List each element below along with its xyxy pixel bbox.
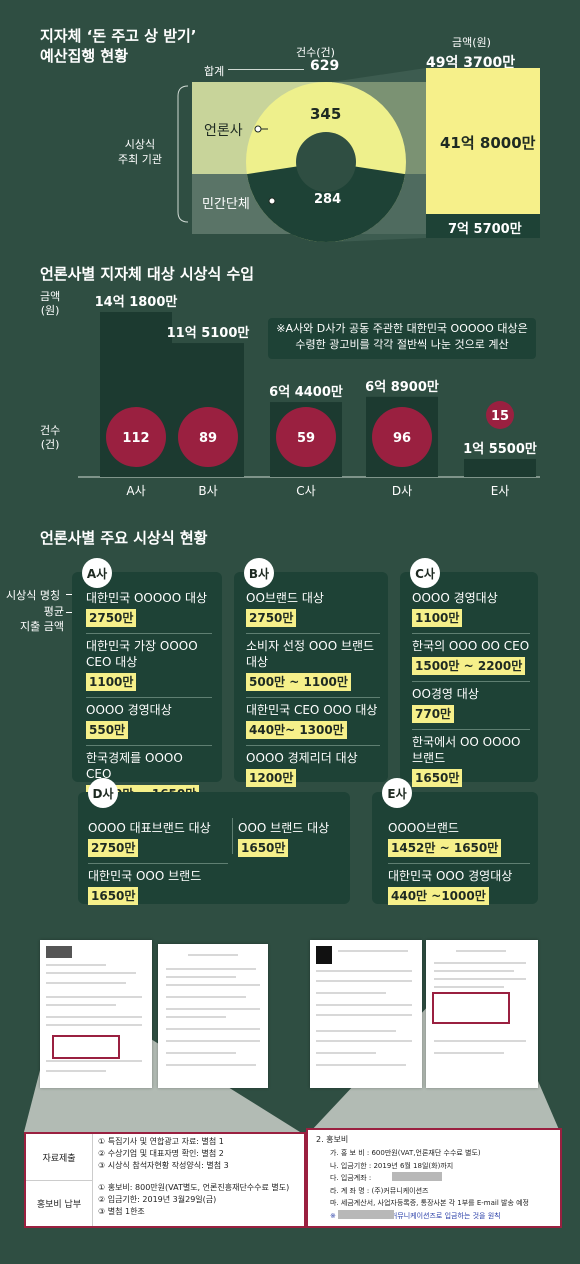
list-item: OOOO브랜드 1452만 ~ 1650만 <box>388 816 530 864</box>
list-item: 대한민국 OOO 브랜드 1650만 <box>88 869 202 905</box>
legend-name: 시상식 명칭 <box>6 589 61 602</box>
list-item: 대한민국 가장 OOOO CEO 대상 1100만 <box>86 634 212 698</box>
badge-c: C사 <box>410 558 440 588</box>
private-amount-box <box>426 214 540 238</box>
doc-page-2 <box>158 944 268 1088</box>
count-axis-label: 건수 (건) <box>40 424 61 451</box>
category-label: B사 <box>198 484 217 498</box>
card-c-items: OOOO 경영대상 1100만 한국의 OOO OO CEO 1500만 ~ 220… <box>400 572 538 793</box>
doc-row1-label: 자료제출 <box>26 1134 93 1181</box>
bar-value-label: 14억 1800만 <box>95 294 178 310</box>
private-marker <box>268 197 276 205</box>
bar-value-label: 6억 8900만 <box>365 379 439 395</box>
card-d: D사 OOOO 대표브랜드 대상 2750만 대한민국 OOO 브랜드 1650만 … <box>78 778 350 905</box>
list-item: 대한민국 OOO 경영대상 440만 ~1000만 <box>388 869 513 905</box>
donut-chart <box>177 68 540 242</box>
category-label: D사 <box>392 484 412 498</box>
category-label: A사 <box>126 484 145 498</box>
list-item: OOOO 대표브랜드 대상 2750만 <box>88 816 228 864</box>
list-item: 대한민국 OOOOO 대상 2750만 <box>86 586 212 634</box>
press-amount-box <box>426 68 540 214</box>
doc-row2-label: 홍보비 납부 <box>26 1180 93 1226</box>
private-label: 민간단체 <box>202 197 250 212</box>
press-marker <box>254 125 262 133</box>
total-leader-line <box>228 69 304 70</box>
host-bracket <box>177 85 189 223</box>
card-a-items: 대한민국 OOOOO 대상 2750만 대한민국 가장 OOOO CEO 대상 11… <box>72 572 222 809</box>
card-d-col2: OOO 브랜드 대상 1650만 <box>238 816 346 863</box>
private-amount: 7억 5700만 <box>448 222 522 237</box>
doc-heading: 2. 홍보비 <box>316 1135 349 1144</box>
amount-header: 금액(원) <box>452 36 491 49</box>
count-label: 89 <box>199 431 217 446</box>
count-circle <box>486 401 514 429</box>
section1-title: 지자체 ‘돈 주고 상 받기’ 예산집행 현황 <box>40 27 197 65</box>
count-circle <box>276 407 336 467</box>
highlight-box <box>52 1035 120 1059</box>
category-label: C사 <box>296 484 315 498</box>
list-item: OO브랜드 대상 2750만 <box>246 586 380 634</box>
doc-page-3 <box>310 940 422 1088</box>
count-circle <box>372 407 432 467</box>
card-e: E사 OOOO브랜드 1452만 ~ 1650만 대한민국 OOO 경영대상 440… <box>372 778 538 905</box>
section2-title: 언론사별 지자체 대상 시상식 수입 <box>40 265 255 283</box>
list-item: 한국의 OOO OO CEO 1500만 ~ 2200만 <box>412 634 530 682</box>
redaction <box>392 1172 442 1181</box>
badge-b: B사 <box>244 558 274 588</box>
list-item: OO경영 대상 770만 <box>412 682 530 730</box>
bar-value-label: 1억 5500만 <box>463 441 537 457</box>
bar-value-label: 6억 4400만 <box>269 384 343 400</box>
category-label: E사 <box>491 484 510 498</box>
count-label: 112 <box>122 431 149 446</box>
doc-lines: 가. 홍 보 비 : 600만원(VAT,언론재단 수수료 별도) 나. 입금기… <box>330 1149 529 1220</box>
press-count: 345 <box>310 105 342 123</box>
list-item: 대한민국 CEO OOO 대상 440만~ 1300만 <box>246 698 380 746</box>
total-label: 합계 <box>204 65 225 78</box>
host-label: 시상식 주최 기관 <box>118 138 162 166</box>
total-amount: 49억 3700만 <box>426 55 516 71</box>
count-circle <box>178 407 238 467</box>
count-label: 96 <box>393 431 411 446</box>
doc-zoom-left: 자료제출 ① 특집기사 및 연합광고 자료: 별첨 1 ② 수상기업 및 대표자… <box>24 1132 306 1228</box>
doc-page-1 <box>40 940 152 1088</box>
bar <box>464 458 536 477</box>
count-label: 15 <box>491 409 509 424</box>
bar-value-label: 11억 5100만 <box>167 325 250 341</box>
list-item: OOOO 경영대상 1100만 <box>412 586 530 634</box>
list-item: 한국에서 OO OOOO 브랜드 1650만 <box>412 735 521 787</box>
section3-title: 언론사별 주요 시상식 현황 <box>40 529 208 547</box>
note-box: ※A사와 D사가 공동 주관한 대한민국 OOOOO 대상은 수령한 광고비를 … <box>268 318 536 359</box>
amount-axis-label: 금액 (원) <box>40 290 61 317</box>
press-amount: 41억 8000만 <box>440 134 536 152</box>
card-b-items: OO브랜드 대상 2750만 소비자 선정 OOO 브랜드 대상 500만 ~ 11… <box>234 572 388 793</box>
card-a: A사 대한민국 OOOOO 대상 2750만 대한민국 가장 OOOO CEO 대… <box>72 558 222 803</box>
card-c: C사 OOOO 경영대상 1100만 한국의 OOO OO CEO 1500만 ~ … <box>400 558 538 787</box>
count-header: 건수(건) <box>296 46 335 59</box>
highlight-box <box>432 992 510 1024</box>
doc-page-4 <box>426 940 538 1088</box>
doc-row2-items: ① 홍보비: 800만원(VAT별도, 언론진흥재단수수료 별도) ② 입금기한… <box>98 1183 290 1216</box>
card-e-items: OOOO브랜드 1452만 ~ 1650만 대한민국 OOO 경영대상 440만 ~… <box>372 792 538 911</box>
doc-zoom-right: 2. 홍보비 가. 홍 보 비 : 600만원(VAT,언론재단 수수료 별도)… <box>306 1128 562 1228</box>
bar-chart: 14억 1800만 112 A사 11억 5100만 89 B사 6억 4400만 59 C사 6… <box>78 294 540 498</box>
card-b: B사 OO브랜드 대상 2750만 소비자 선정 OOO 브랜드 대상 500만 ~… <box>234 558 388 787</box>
list-item: OOOO 경제리더 대상 1200만 <box>246 751 358 787</box>
list-item: OOOO 경영대상 550만 <box>86 698 212 746</box>
count-label: 59 <box>297 431 315 446</box>
private-slice <box>246 162 406 242</box>
donut-hole <box>296 132 356 192</box>
badge-d: D사 <box>88 778 118 808</box>
private-count: 284 <box>314 192 342 207</box>
legend-avg: 평균 지출 금액 <box>20 605 64 633</box>
card-d-col1: OOOO 대표브랜드 대상 2750만 대한민국 OOO 브랜드 1650만 <box>88 816 228 911</box>
list-item: OOO 브랜드 대상 1650만 <box>238 821 330 857</box>
redaction <box>338 1210 394 1219</box>
badge-a: A사 <box>82 558 112 588</box>
list-item: 소비자 선정 OOO 브랜드 대상 500만 ~ 1100만 <box>246 634 380 698</box>
press-label: 언론사 <box>204 123 243 139</box>
doc-row1-items: ① 특집기사 및 연합광고 자료: 별첨 1 ② 수상기업 및 대표자명 확인:… <box>98 1137 229 1170</box>
count-circle <box>106 407 166 467</box>
total-count: 629 <box>310 58 340 74</box>
badge-e: E사 <box>382 778 412 808</box>
